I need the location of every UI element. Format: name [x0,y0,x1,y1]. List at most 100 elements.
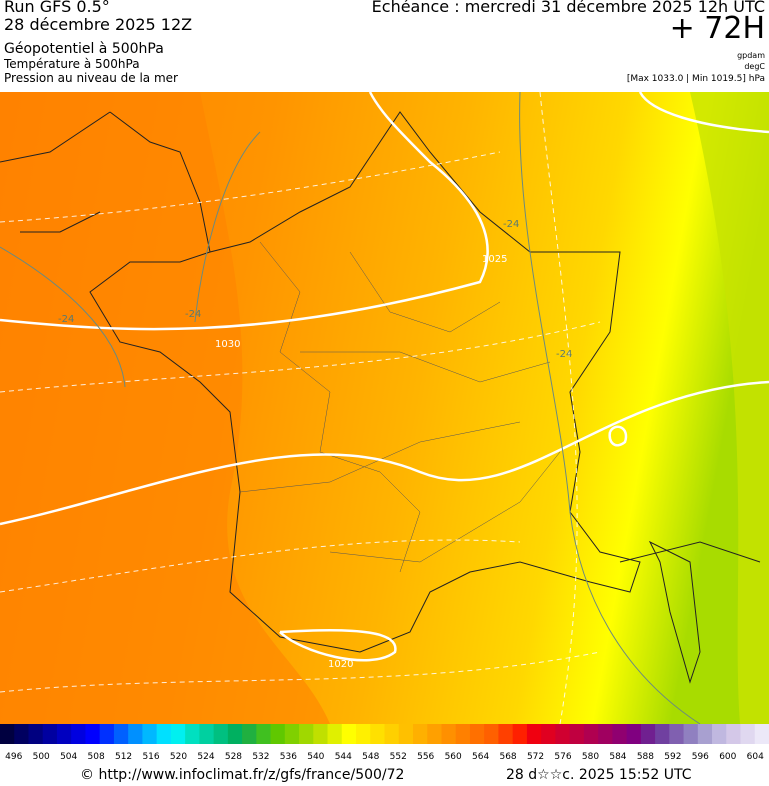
color-swatch [213,724,229,744]
colorbar-tick-label: 552 [390,752,407,762]
isobar [0,92,769,662]
map: -24 1030 -24 1025 -24 -24 1020 [0,92,769,724]
contour-label: -24 [58,314,74,325]
color-swatch [370,724,385,744]
color-swatch [170,724,186,744]
colorbar-tick-label: 524 [197,752,214,762]
color-swatch [512,724,528,744]
contour-label: -24 [556,349,572,360]
colorbar-tick-label: 528 [225,752,242,762]
colorbar-tick-label: 592 [664,752,681,762]
color-swatch [427,724,442,744]
contour-label: 1025 [482,254,507,265]
field: Température à 500hPa [4,57,140,71]
colorbar-tick-label: 512 [115,752,132,762]
colorbar-tick-label: 516 [142,752,159,762]
contour-label: -24 [503,219,519,230]
color-swatch [555,724,571,744]
colorbar-tick-label: 560 [445,752,462,762]
colorbar-tick-label: 576 [554,752,571,762]
color-swatch [655,724,670,744]
borders [239,241,561,573]
field: Géopotentiel à 500hPa [4,41,164,57]
isotherm [0,92,601,724]
color-swatch [113,724,129,744]
colorbar-tick-label: 588 [637,752,654,762]
colorbar-tick-label: 540 [307,752,324,762]
colorbar-tick-label: 604 [747,752,764,762]
color-swatch [227,724,243,744]
color-swatch [14,724,29,744]
colorbar-tick-label: 532 [252,752,269,762]
colorbar-tick-label: 564 [472,752,489,762]
color-swatch [398,724,414,744]
color-swatch [142,724,158,744]
color-swatch [299,724,314,744]
color-swatch [71,724,86,744]
color-swatch [697,724,713,744]
field-zone [690,92,769,724]
colorbar-tick-label: 568 [499,752,516,762]
color-swatch [726,724,742,744]
color-swatch [0,724,15,744]
color-swatch [598,724,613,744]
timestamp: 28 d☆☆c. 2025 15:52 UTC [506,767,692,783]
colorbar-tick-label: 496 [5,752,22,762]
contour-label: 1020 [328,659,353,670]
color-swatch [99,724,115,744]
colorbar-tick-label: 544 [335,752,352,762]
color-swatch [441,724,457,744]
colorbar-tick-label: 584 [609,752,626,762]
color-swatch [412,724,428,744]
color-swatch [156,724,172,744]
color-swatch [640,724,656,744]
contour-labels: -24 1030 -24 1025 -24 -24 1020 [58,219,572,670]
color-swatch [185,724,200,744]
run: Run GFS 0.5° [4,0,110,16]
source-url: © http://www.infoclimat.fr/z/gfs/france/… [80,767,405,783]
field-zone [0,92,330,724]
color-swatch [284,724,300,744]
color-swatch [541,724,556,744]
contour-label: -24 [185,309,201,320]
color-swatch [327,724,343,744]
color-swatch [469,724,485,744]
colorbar-tick-label: 536 [280,752,297,762]
color-swatch [242,724,257,744]
range: [Max 1033.0 | Min 1019.5] hPa [626,74,765,84]
color-swatch [569,724,585,744]
color-swatch [626,724,642,744]
colorbar-tick-label: 556 [417,752,434,762]
isotherm-24 [0,92,701,724]
colorbar-tick-label: 548 [362,752,379,762]
color-swatch [270,724,286,744]
field: Pression au niveau de la mer [4,71,178,85]
unit: degC [744,62,765,71]
color-swatch [313,724,329,744]
coastline [0,111,761,684]
color-swatch [526,724,542,744]
unit: gpdam [737,51,765,60]
contour-label: 1030 [215,339,240,350]
color-swatch [42,724,58,744]
colorbar-tick-label: 580 [582,752,599,762]
color-swatch [669,724,685,744]
run-date: 28 décembre 2025 12Z [4,15,193,34]
color-swatch [85,724,101,744]
color-swatch [384,724,400,744]
color-swatch [754,724,769,744]
color-swatch [455,724,471,744]
color-swatch [683,724,699,744]
color-swatch [128,724,143,744]
color-swatch [484,724,499,744]
color-swatch [199,724,215,744]
colorbar-tick-label: 508 [88,752,105,762]
colorbar: 496 500 504 508 512 516 520 524 528 532 536 540 544 5… [0,724,769,762]
colorbar-tick-label: 600 [719,752,736,762]
color-swatch [712,724,727,744]
forecast: Echéance : mercredi 31 décembre 2025 12h… [371,0,765,16]
color-swatch [28,724,44,744]
color-swatch [341,724,357,744]
color-swatch [498,724,514,744]
